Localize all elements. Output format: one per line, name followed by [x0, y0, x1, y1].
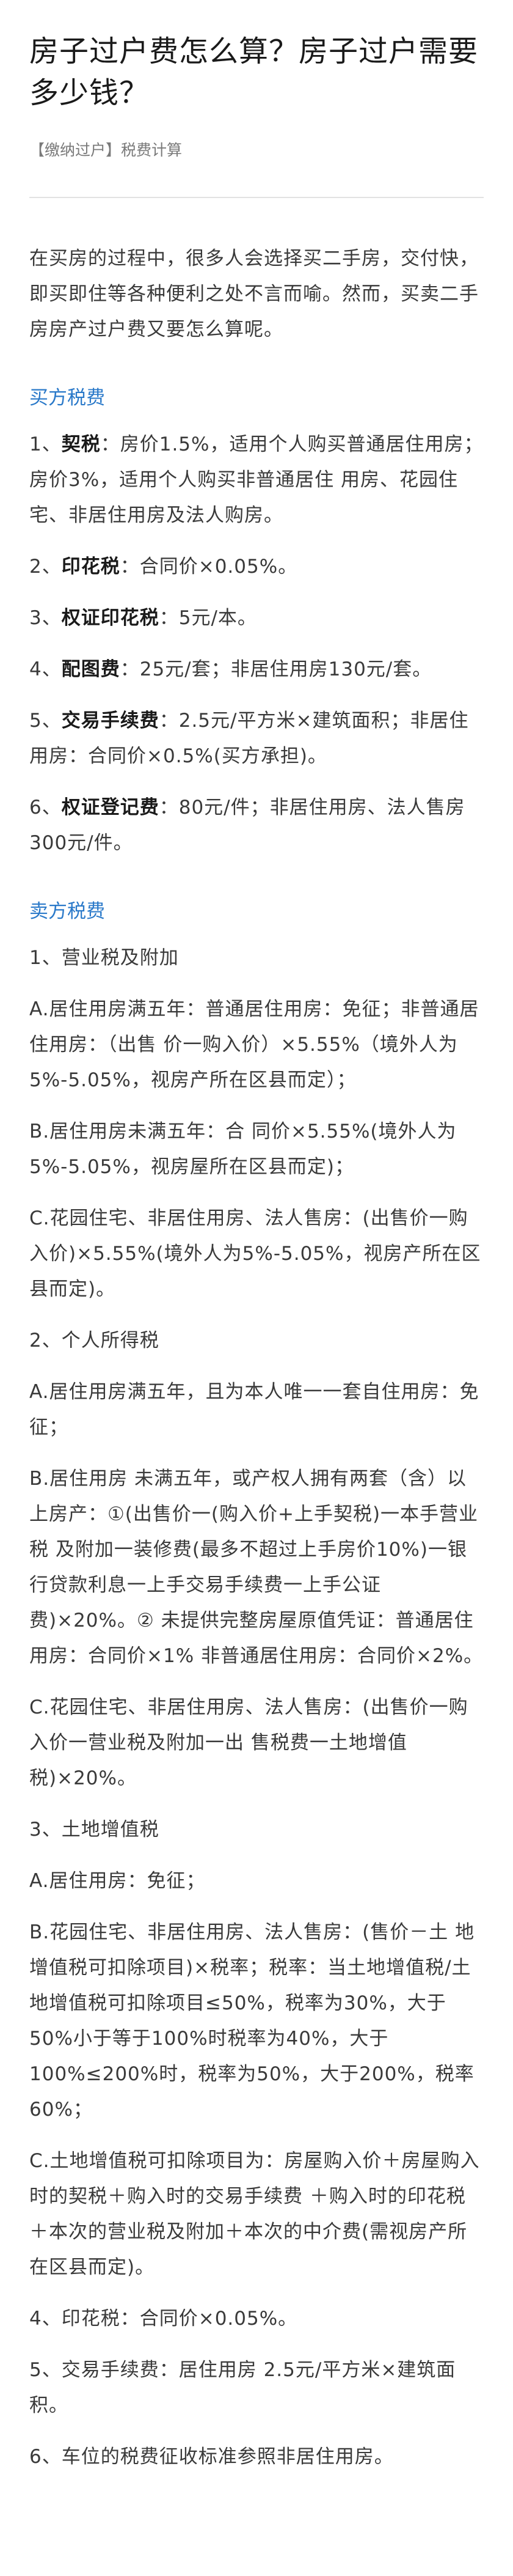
item-text: ：合同价×0.05%。: [120, 556, 298, 578]
seller-line: B.居住用房未满五年：合 同价×5.55%(境外人为5%-5.05%，视房屋所在…: [29, 1121, 457, 1178]
item-number: 3、: [29, 607, 62, 629]
article: 房子过户费怎么算？房子过户需要多少钱？ 【缴纳过户】税费计算 在买房的过程中，很…: [29, 34, 484, 2475]
buyer-list: 1、契税：房价1.5%，适用个人购买普通居住用房；房价3%，适用个人购买非普通居…: [29, 427, 484, 861]
seller-section-heading: 卖方税费: [29, 900, 105, 922]
buyer-item: 3、权证印花税：5元/本。: [29, 600, 484, 636]
seller-line: 1、营业税及附加: [29, 947, 179, 969]
seller-line: 5、交易手续费：居住用房 2.5元/平方米×建筑面积。: [29, 2359, 456, 2416]
seller-line: 2、个人所得税: [29, 1330, 159, 1352]
intro-paragraph: 在买房的过程中，很多人会选择买二手房，交付快，即买即住等各种便利之处不言而喻。然…: [29, 248, 479, 340]
seller-line: A.居住用房：免征；: [29, 1870, 206, 1892]
divider: [29, 197, 484, 198]
seller-line: B.花园住宅、非居住用房、法人售房：(售价－土 地增值税可扣除项目)×税率；税率…: [29, 1921, 475, 2121]
buyer-item: 4、配图费：25元/套；非居住用房130元/套。: [29, 652, 484, 687]
item-keyword: 权证印花税: [61, 607, 159, 629]
seller-line: C.花园住宅、非居住用房、法人售房：(出售价一购入价一营业税及附加一出 售税费一…: [29, 1696, 468, 1789]
item-keyword: 印花税: [61, 556, 120, 578]
item-keyword: 配图费: [61, 658, 120, 680]
item-number: 5、: [29, 710, 62, 732]
item-text: ：25元/套；非居住用房130元/套。: [120, 658, 432, 680]
item-keyword: 权证登记费: [61, 797, 159, 819]
buyer-item: 1、契税：房价1.5%，适用个人购买普通居住用房；房价3%，适用个人购买非普通居…: [29, 427, 484, 533]
item-text: ：2.5元/平方米×建筑面积；非居住用房：合同价×0.5%(买方承担)。: [29, 710, 469, 767]
seller-line: C.花园住宅、非居住用房、法人售房：(出售价一购入价)×5.55%(境外人为5%…: [29, 1207, 481, 1300]
seller-line: 6、车位的税费征收标准参照非居住用房。: [29, 2446, 394, 2468]
buyer-section-heading: 买方税费: [29, 387, 105, 409]
seller-line: B.居住用房 未满五年，或产权人拥有两套（含）以上房产：①(出售价一(购入价+上…: [29, 1468, 484, 1667]
buyer-item: 2、印花税：合同价×0.05%。: [29, 549, 484, 584]
seller-line: A.居住用房满五年，且为本人唯一一套自住用房：免征；: [29, 1381, 479, 1438]
item-text: ：80元/件；非居住用房、法人售房300元/件。: [29, 797, 465, 854]
seller-line: 4、印花税：合同价×0.05%。: [29, 2308, 298, 2330]
item-keyword: 契税: [61, 433, 101, 455]
seller-line: A.居住用房满五年：普通居住用房：免征；非普通居住用房：（出售 价一购入价）×5…: [29, 998, 479, 1091]
item-number: 1、: [29, 433, 62, 455]
seller-line: 3、土地增值税: [29, 1819, 159, 1841]
buyer-item: 5、交易手续费：2.5元/平方米×建筑面积；非居住用房：合同价×0.5%(买方承…: [29, 703, 484, 774]
item-number: 4、: [29, 658, 62, 680]
seller-list: 1、营业税及附加 A.居住用房满五年：普通居住用房：免征；非普通居住用房：（出售…: [29, 940, 484, 2475]
article-title: 房子过户费怎么算？房子过户需要多少钱？: [29, 34, 479, 110]
article-tag: 【缴纳过户】税费计算: [29, 141, 183, 159]
item-number: 6、: [29, 797, 62, 819]
item-text: ：房价1.5%，适用个人购买普通居住用房；房价3%，适用个人购买非普通居住 用房…: [29, 433, 484, 526]
item-keyword: 交易手续费: [61, 710, 159, 732]
item-text: ：5元/本。: [159, 607, 257, 629]
seller-line: C.土地增值税可扣除项目为：房屋购入价＋房屋购入时的契税＋购入时的交易手续费 ＋…: [29, 2150, 480, 2278]
item-number: 2、: [29, 556, 62, 578]
buyer-item: 6、权证登记费：80元/件；非居住用房、法人售房300元/件。: [29, 790, 484, 861]
